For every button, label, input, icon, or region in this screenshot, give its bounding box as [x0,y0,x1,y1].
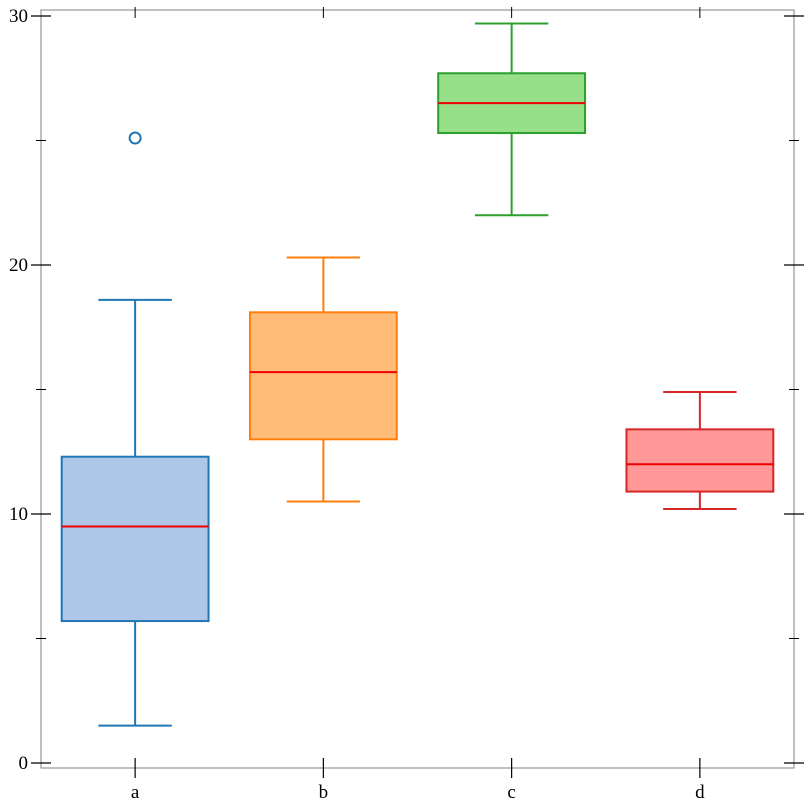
x-tick-label: b [319,782,329,803]
box-iqr [60,455,210,623]
boxes-layer [60,22,775,727]
y-axis: 0 10 20 30 [9,6,804,774]
box-group-a [60,131,210,727]
x-tick-label: d [695,782,705,803]
x-tick-label: c [507,782,515,803]
y-tick-label: 10 [9,504,28,525]
box-iqr [248,311,398,441]
y-tick-label: 20 [9,255,28,276]
box-group-c [437,22,587,217]
box-group-b [248,256,398,503]
box-group-d [625,390,775,511]
box-iqr [625,428,775,493]
outlier-point [128,131,142,145]
x-axis: a b c d [131,7,705,803]
x-tick-label: a [131,782,140,803]
y-tick-label: 0 [19,753,29,774]
y-tick-label: 30 [9,6,28,27]
plot-frame [40,9,795,769]
